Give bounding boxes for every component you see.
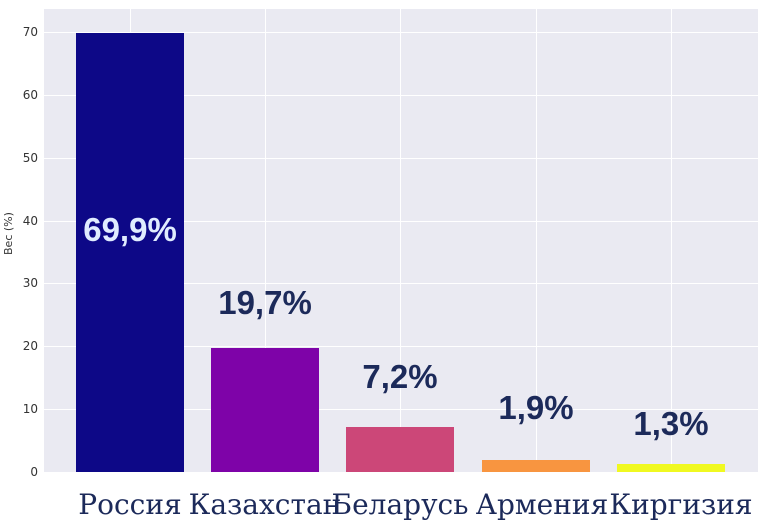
v-gridline <box>265 9 266 472</box>
y-tick-label: 60 <box>22 87 38 102</box>
y-tick-label: 20 <box>22 339 38 354</box>
bar-3 <box>346 426 454 472</box>
x-tick-label: Армения <box>475 488 609 521</box>
h-gridline <box>44 346 758 348</box>
bar-4 <box>482 460 590 472</box>
y-tick-label: 70 <box>22 25 38 39</box>
x-tick-label: Беларусь <box>331 488 469 521</box>
bar-value-label: 69,9% <box>83 211 177 248</box>
bar-value-label: 7,2% <box>362 358 438 395</box>
plot-area: 69,9% 19,7% 7,2% 1,9% 1,3% <box>44 9 758 473</box>
h-gridline <box>44 32 758 33</box>
h-gridline <box>44 472 758 473</box>
v-gridline <box>536 9 537 472</box>
y-tick-label: 50 <box>22 150 38 165</box>
bar-1 <box>76 32 184 472</box>
x-tick-label: Киргизия <box>609 488 753 521</box>
y-tick-label: 10 <box>22 402 38 417</box>
h-gridline <box>44 157 758 159</box>
h-gridline <box>44 283 758 285</box>
bar-value-label: 1,9% <box>498 389 574 426</box>
h-gridline <box>44 94 758 96</box>
v-gridline <box>400 9 401 472</box>
h-gridline <box>44 409 758 411</box>
h-gridline <box>44 220 758 222</box>
bar-2 <box>211 348 319 472</box>
x-tick-label: Россия <box>78 488 182 521</box>
bar-5 <box>617 463 725 472</box>
bar-value-label: 1,3% <box>633 405 709 442</box>
y-tick-label: 0 <box>30 465 38 479</box>
y-tick-label: 40 <box>22 213 38 228</box>
x-tick-label: Казахстан <box>188 488 342 521</box>
v-gridline <box>671 9 672 472</box>
bar-value-label: 19,7% <box>218 284 312 321</box>
y-tick-label: 30 <box>22 276 38 291</box>
